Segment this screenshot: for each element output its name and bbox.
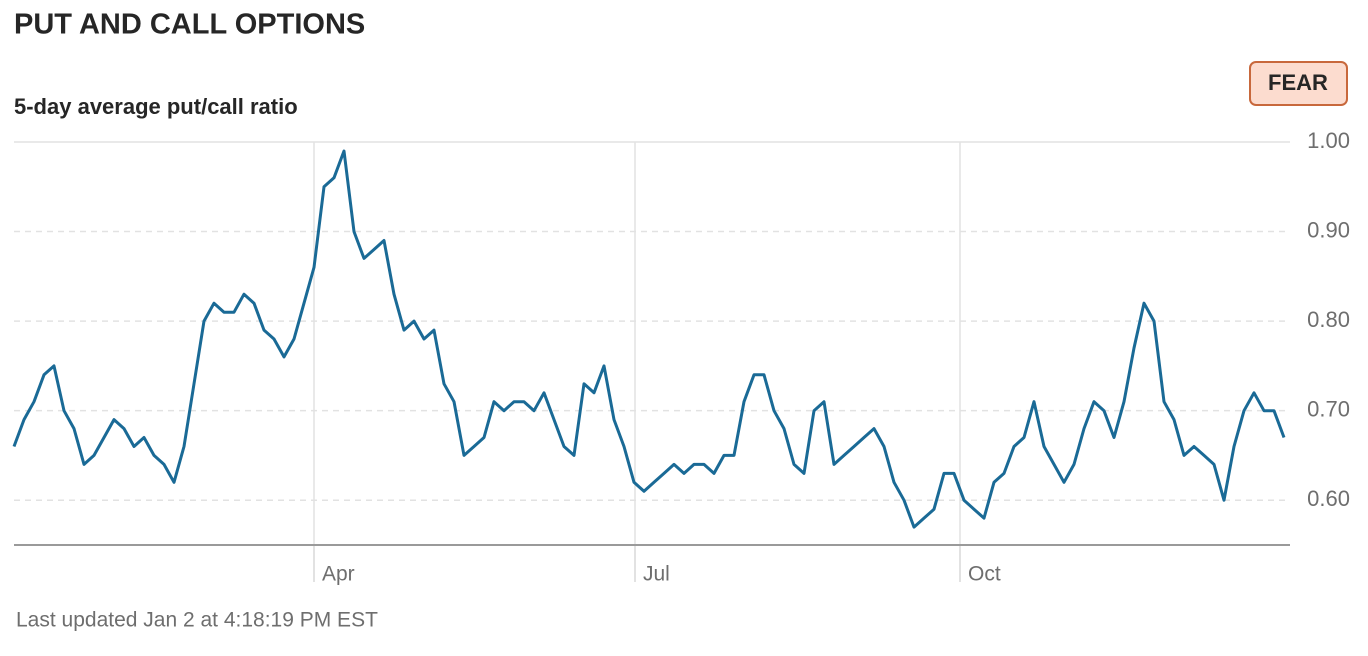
y-tick-label: 0.70 [1307,396,1350,421]
y-tick-label: 0.60 [1307,486,1350,511]
footnote: Last updated Jan 2 at 4:18:19 PM EST [16,609,378,632]
chart-title: PUT AND CALL OPTIONS [14,9,365,41]
chart-subtitle: 5-day average put/call ratio [14,94,298,119]
x-tick-label: Oct [968,563,1001,586]
y-tick-label: 1.00 [1307,128,1350,153]
x-tick-label: Apr [322,563,355,586]
badge [1249,61,1348,106]
y-tick-label: 0.80 [1307,307,1350,332]
line [12,149,1286,529]
y-tick-label: 0.90 [1307,217,1350,242]
x-tick-label: Jul [643,563,670,586]
badge-label: FEAR [1268,70,1328,95]
